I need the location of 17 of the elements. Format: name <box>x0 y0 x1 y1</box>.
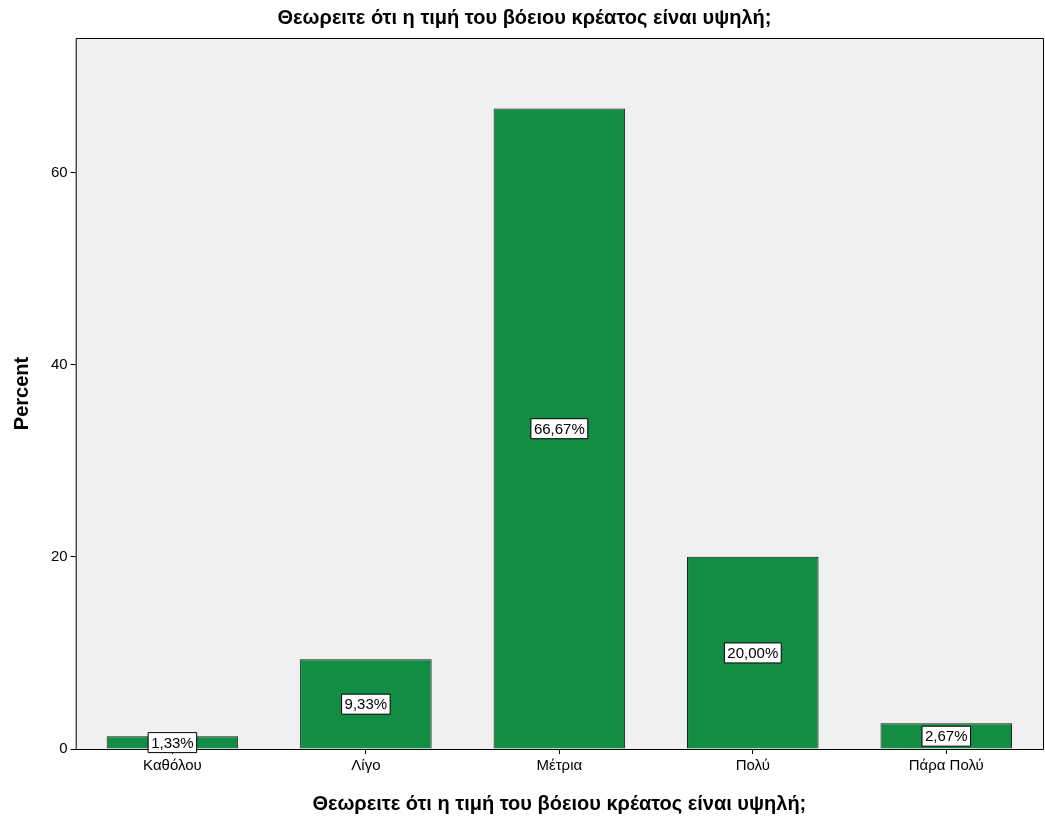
y-axis-title: Percent <box>9 356 32 431</box>
chart-title: Θεωρειτε ότι η τιμή του βόειου κρέατος είναι υψηλή; <box>277 5 772 28</box>
y-tick-label: 0 <box>59 739 68 757</box>
y-tick-label: 40 <box>51 354 68 372</box>
data-label: 2,67% <box>924 727 968 745</box>
x-tick-label: Πολύ <box>735 756 770 774</box>
x-tick-label: Μέτρια <box>536 756 583 774</box>
data-label: 66,67% <box>533 419 585 437</box>
x-tick-label: Λίγο <box>351 756 381 774</box>
y-tick-label: 20 <box>51 546 68 564</box>
x-tick-label: Πάρα Πολύ <box>908 756 984 774</box>
x-axis-title: Θεωρειτε ότι η τιμή του βόειου κρέατος είναι υψηλή; <box>312 791 807 814</box>
data-label: 1,33% <box>151 733 194 751</box>
data-label: 20,00% <box>727 644 779 662</box>
data-label: 9,33% <box>344 695 388 713</box>
x-tick-label: Καθόλου <box>143 756 202 774</box>
y-tick-label: 60 <box>51 162 68 180</box>
